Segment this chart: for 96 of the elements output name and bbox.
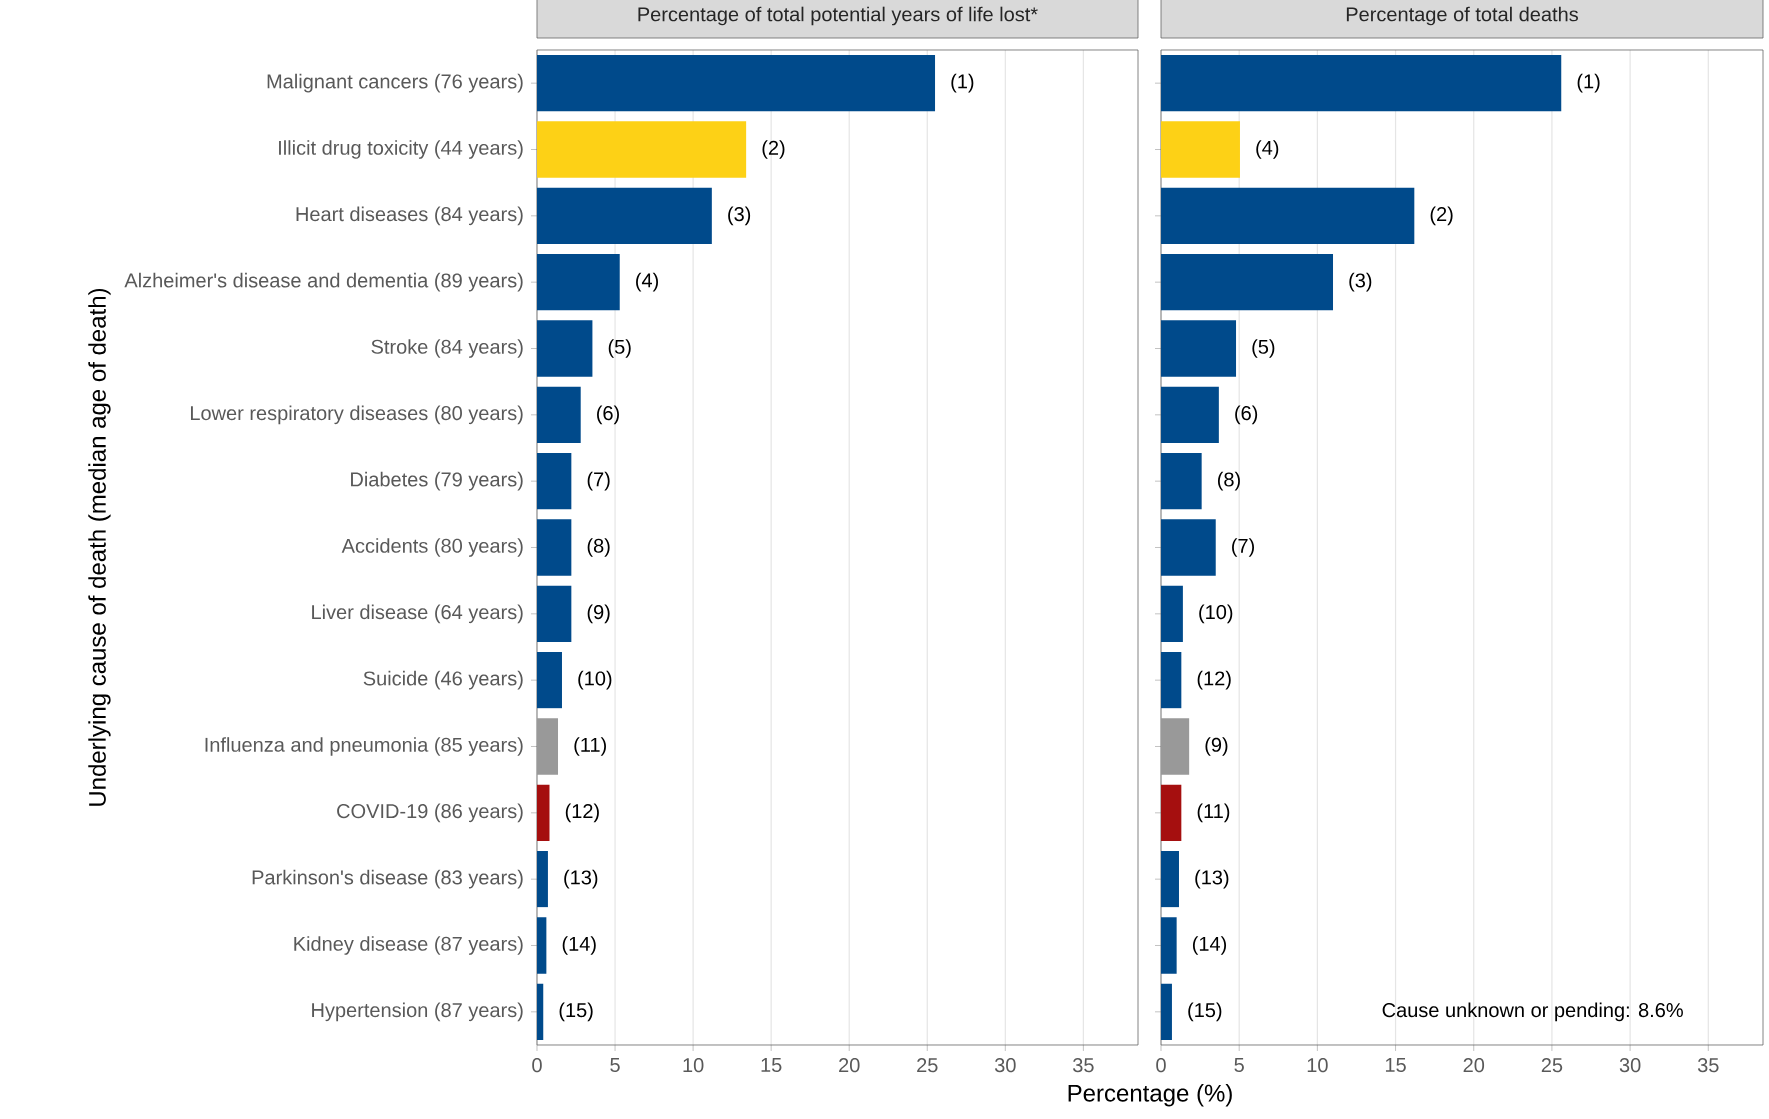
- annotation: (4): [1256, 140, 1279, 159]
- annotation: (9): [1205, 737, 1228, 756]
- annotation: Cause unknown or pending: 8.6%: [1382, 1002, 1683, 1022]
- bar: [537, 585, 572, 643]
- annotation: (5): [608, 339, 631, 358]
- bar: [537, 386, 581, 444]
- bar: [537, 651, 562, 709]
- y-tick-label: Heart diseases (84 years): [296, 206, 523, 226]
- annotation: (6): [1235, 405, 1258, 425]
- x-tick-label: 15: [761, 1058, 782, 1073]
- x-tick-label: 25: [1541, 1058, 1563, 1073]
- x-axis-title: Percentage (%): [1068, 1084, 1232, 1107]
- annotation: (10): [578, 670, 612, 690]
- bar: [1161, 452, 1202, 510]
- chart-title: Percentage of total deaths: [1346, 6, 1578, 26]
- y-tick-label: Diabetes (79 years): [351, 471, 523, 491]
- x-tick-label: 0: [1156, 1058, 1166, 1073]
- y-tick-label: Lower respiratory diseases (80 years): [190, 405, 523, 425]
- chart-title: Percentage of total potential years of life lost*: [638, 6, 1038, 26]
- annotation: (1): [1577, 73, 1600, 93]
- x-tick-label: 35: [1697, 1058, 1719, 1073]
- bar: [1161, 784, 1182, 842]
- bar: [537, 784, 550, 842]
- annotation: (13): [1195, 869, 1229, 889]
- x-tick-label: 35: [1072, 1058, 1094, 1073]
- annotation: (12): [565, 803, 599, 823]
- x-tick-label: 10: [683, 1058, 704, 1073]
- annotation: (5): [1252, 339, 1275, 358]
- y-tick-label: Accidents (80 years): [341, 538, 523, 557]
- y-tick-label: Kidney disease (87 years): [294, 936, 523, 955]
- annotation: (6): [597, 405, 619, 425]
- y-tick-label: Suicide (46 years): [363, 670, 523, 690]
- bar: [1161, 850, 1179, 908]
- annotation: (11): [1197, 803, 1230, 823]
- y-tick-label: Alzheimer's disease and dementia (89 years): [124, 272, 523, 292]
- y-tick-label: COVID-19 (86 years): [337, 803, 523, 823]
- bar: [537, 850, 548, 908]
- bar: [1161, 983, 1172, 1041]
- annotation: (7): [1232, 538, 1254, 557]
- bar: [1161, 718, 1190, 775]
- bar: [1161, 386, 1219, 444]
- y-tick-label: Hypertension (87 years): [312, 1002, 523, 1022]
- annotation: (10): [1199, 604, 1233, 624]
- y-tick-label: Stroke (84 years): [371, 339, 523, 358]
- bar: [537, 121, 747, 178]
- bar: [537, 253, 620, 311]
- bar: [537, 917, 547, 974]
- bar: [1161, 585, 1183, 643]
- bar: [1161, 651, 1182, 709]
- bar: [1161, 187, 1415, 245]
- annotation: (14): [1192, 936, 1227, 955]
- bar: [537, 320, 593, 377]
- annotation: (15): [1188, 1002, 1222, 1022]
- x-tick-label: 30: [1619, 1058, 1641, 1073]
- annotation: (3): [728, 206, 751, 226]
- bar: [1161, 121, 1240, 178]
- annotation: (14): [562, 936, 596, 955]
- annotation: (7): [587, 471, 610, 491]
- y-tick-label: Illicit drug toxicity (44 years): [279, 140, 523, 159]
- bar: [537, 718, 559, 775]
- annotation: (15): [559, 1002, 593, 1022]
- bar: [537, 54, 936, 112]
- annotation: (8): [1217, 471, 1240, 491]
- y-axis-title: Underlying cause of death (median age of death): [88, 288, 111, 806]
- bar: [537, 983, 544, 1041]
- bar: [1161, 320, 1237, 377]
- bar: [1161, 917, 1177, 974]
- x-tick-label: 0: [532, 1058, 542, 1073]
- x-tick-label: 25: [917, 1058, 938, 1073]
- y-tick-label: Liver disease (64 years): [312, 604, 523, 624]
- annotation: (4): [636, 272, 659, 292]
- annotation: (9): [587, 604, 610, 624]
- y-tick-label: Influenza and pneumonia (85 years): [205, 737, 523, 756]
- x-tick-label: 10: [1307, 1058, 1328, 1073]
- annotation: (11): [574, 737, 606, 756]
- annotation: (3): [1349, 272, 1372, 292]
- annotation: (2): [1430, 206, 1453, 226]
- x-tick-label: 30: [994, 1058, 1016, 1073]
- bar: [1161, 54, 1562, 112]
- bar: [1161, 253, 1334, 311]
- bar: [537, 519, 572, 576]
- annotation: (8): [587, 538, 610, 557]
- bar: [537, 452, 572, 510]
- y-tick-label: Parkinson's disease (83 years): [252, 869, 523, 889]
- x-tick-label: 20: [1463, 1058, 1485, 1073]
- x-tick-label: 20: [839, 1058, 860, 1073]
- annotation: (1): [951, 73, 974, 93]
- annotation: (12): [1197, 670, 1231, 690]
- x-tick-label: 5: [610, 1058, 620, 1073]
- x-tick-label: 15: [1385, 1058, 1406, 1073]
- bar: [1161, 519, 1216, 576]
- y-tick-label: Malignant cancers (76 years): [267, 73, 523, 93]
- bar: [537, 187, 712, 245]
- x-tick-label: 5: [1234, 1058, 1244, 1073]
- annotation: (13): [564, 869, 598, 889]
- annotation: (2): [762, 140, 785, 159]
